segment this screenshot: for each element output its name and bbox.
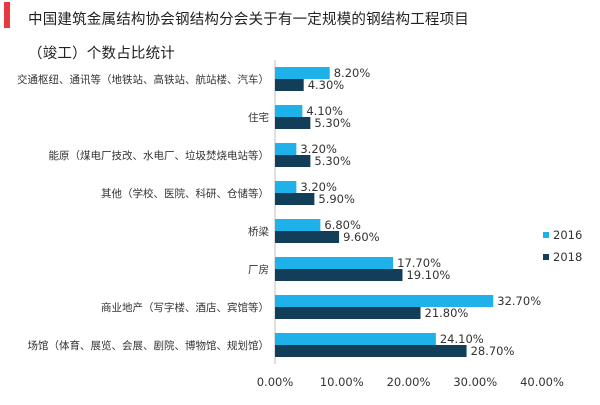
chart-title-line1: 中国建筑金属结构协会钢结构分会关于有一定规模的钢结构工程项目 — [28, 12, 469, 28]
legend-swatch-2018 — [543, 254, 549, 260]
value-label-2018: 9.60% — [343, 230, 380, 244]
bar-2016 — [275, 105, 303, 117]
value-label-2016: 4.10% — [306, 104, 343, 118]
category-label: 厂房 — [248, 263, 269, 276]
category-label: 交通枢纽、通讯等（地铁站、高铁站、航站楼、汽车） — [17, 73, 269, 86]
legend-label-2018: 2018 — [553, 250, 582, 264]
bar-2018 — [275, 231, 340, 243]
value-label-2018: 19.10% — [406, 268, 450, 282]
category-label: 能原（煤电厂技改、水电厂、垃圾焚烧电站等） — [49, 149, 270, 162]
category-label: 场馆（体育、展览、会展、剧院、博物馆、规划馆） — [28, 339, 270, 352]
bar-2016 — [275, 295, 494, 307]
bar-2016 — [275, 257, 394, 269]
value-label-2018: 5.30% — [314, 116, 351, 130]
category-label: 其他（学校、医院、科研、仓储等） — [101, 187, 269, 200]
value-label-2018: 4.30% — [308, 78, 345, 92]
value-label-2016: 32.70% — [497, 294, 541, 308]
legend-swatch-2016 — [543, 232, 549, 238]
bar-2018 — [275, 193, 315, 205]
category-label: 住宅 — [248, 111, 269, 124]
category-label: 商业地产（写字楼、酒店、宾馆等） — [101, 301, 269, 314]
bar-2016 — [275, 333, 436, 345]
bar-2016 — [275, 67, 330, 79]
bar-2016 — [275, 181, 297, 193]
bar-2018 — [275, 307, 421, 319]
value-label-2016: 6.80% — [324, 218, 361, 232]
bar-2018 — [275, 155, 311, 167]
value-label-2018: 5.90% — [318, 192, 355, 206]
x-tick-label: 30.00% — [453, 375, 497, 389]
x-tick-label: 0.00% — [257, 375, 294, 389]
value-label-2016: 24.10% — [440, 332, 484, 346]
value-label-2018: 28.70% — [471, 344, 515, 358]
value-label-2016: 8.20% — [334, 66, 371, 80]
value-label-2018: 5.30% — [314, 154, 351, 168]
bar-2018 — [275, 117, 311, 129]
title-accent-bar — [4, 2, 10, 28]
value-label-2016: 3.20% — [300, 142, 337, 156]
chart-title-line2: （竣工）个数占比统计 — [28, 46, 175, 62]
bar-2018 — [275, 345, 467, 357]
legend-label-2016: 2016 — [553, 228, 582, 242]
x-tick-label: 10.00% — [320, 375, 364, 389]
bar-2018 — [275, 269, 403, 281]
value-label-2016: 17.70% — [397, 256, 441, 270]
bar-2018 — [275, 79, 304, 91]
category-label: 桥梁 — [248, 225, 269, 238]
value-label-2016: 3.20% — [300, 180, 337, 194]
x-tick-label: 20.00% — [387, 375, 431, 389]
value-label-2018: 21.80% — [425, 306, 469, 320]
x-tick-label: 40.00% — [520, 375, 564, 389]
bar-2016 — [275, 143, 297, 155]
bar-2016 — [275, 219, 321, 231]
